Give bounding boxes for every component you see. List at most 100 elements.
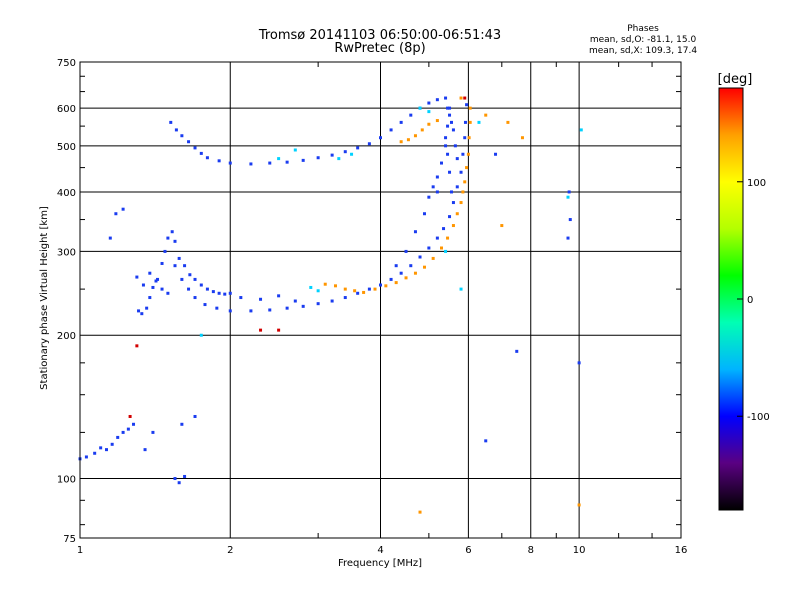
data-point	[463, 120, 467, 124]
data-point	[239, 296, 243, 300]
data-point	[427, 246, 431, 250]
data-point	[228, 291, 232, 295]
x-tick-label: 4	[377, 545, 383, 556]
data-point	[108, 236, 112, 240]
stats-line-x: mean, sd,X: 109.3, 17.4	[589, 46, 697, 56]
data-point	[455, 212, 459, 216]
data-point	[174, 128, 178, 132]
colorbar-label: [deg]	[718, 72, 753, 87]
colorbar-tick-label: 0	[747, 295, 753, 306]
data-point	[435, 175, 439, 179]
data-point	[448, 106, 452, 110]
data-point	[137, 309, 141, 313]
colorbar-tick-label: 100	[747, 178, 766, 189]
data-point	[384, 284, 388, 288]
data-point	[459, 170, 463, 174]
data-point	[427, 101, 431, 105]
data-point	[451, 201, 455, 205]
data-point	[444, 136, 448, 140]
data-point	[293, 299, 297, 303]
colorbar-ticks: 100 0 -100	[737, 178, 770, 423]
data-point	[427, 195, 431, 199]
x-tick-label: 2	[227, 545, 233, 556]
data-point	[330, 299, 334, 303]
data-point	[135, 275, 139, 279]
data-point	[309, 285, 313, 289]
data-point	[373, 287, 377, 291]
data-point	[422, 265, 426, 269]
data-point	[173, 264, 177, 268]
data-point	[180, 134, 184, 138]
x-tick-label: 1	[77, 545, 83, 556]
data-point	[506, 120, 510, 124]
data-point	[277, 328, 281, 332]
data-point	[420, 128, 424, 132]
data-point	[448, 170, 452, 174]
data-point	[223, 292, 227, 296]
y-tick-label: 750	[57, 58, 76, 69]
data-point	[277, 294, 281, 298]
y-tick-label: 100	[57, 475, 76, 486]
data-point	[577, 361, 581, 365]
data-point	[500, 224, 504, 228]
data-point	[579, 128, 583, 132]
data-point	[444, 144, 448, 148]
data-point	[187, 140, 191, 144]
data-point	[183, 474, 187, 478]
y-tick-label: 600	[57, 104, 76, 115]
data-point	[333, 284, 337, 288]
data-point	[404, 276, 408, 280]
data-point	[577, 503, 581, 507]
y-tick-label: 500	[57, 142, 76, 153]
data-point	[568, 218, 572, 222]
data-points	[78, 96, 583, 514]
x-tick-label: 8	[528, 545, 534, 556]
data-point	[440, 246, 444, 250]
data-point	[413, 134, 417, 138]
data-point	[180, 277, 184, 281]
data-point	[465, 166, 469, 170]
data-point	[413, 230, 417, 234]
data-point	[567, 190, 571, 194]
data-point	[143, 448, 147, 452]
data-point	[566, 195, 570, 199]
data-point	[99, 446, 103, 450]
data-point	[228, 309, 232, 313]
data-point	[316, 156, 320, 160]
data-point	[211, 290, 215, 294]
colorbar-tick-label: -100	[747, 412, 770, 423]
x-tick-label: 16	[675, 545, 688, 556]
data-point	[128, 414, 132, 418]
data-point	[444, 249, 448, 253]
data-point	[169, 120, 173, 124]
data-point	[379, 283, 382, 287]
data-point	[141, 283, 145, 287]
data-point	[215, 306, 219, 310]
x-axis-title: Frequency [MHz]	[338, 558, 422, 569]
data-point	[145, 306, 149, 310]
data-point	[404, 249, 408, 253]
data-point	[166, 291, 170, 295]
data-point	[468, 120, 472, 124]
data-point	[187, 287, 191, 291]
data-point	[114, 212, 118, 216]
data-point	[451, 128, 455, 132]
data-point	[459, 96, 463, 100]
data-point	[459, 201, 463, 205]
data-point	[173, 239, 177, 243]
data-point	[484, 113, 488, 117]
data-point	[389, 277, 393, 281]
data-point	[156, 277, 160, 281]
y-tick-labels: 75 100 200 300 400 500 600 750	[57, 58, 76, 545]
data-point	[183, 264, 187, 268]
data-point	[435, 119, 439, 123]
data-point	[446, 236, 450, 240]
data-point	[418, 510, 422, 514]
data-point	[459, 287, 463, 291]
data-point	[461, 190, 465, 194]
data-point	[461, 152, 465, 156]
data-point	[180, 422, 184, 426]
data-point	[199, 333, 203, 337]
data-point	[484, 439, 488, 443]
data-point	[520, 136, 524, 140]
